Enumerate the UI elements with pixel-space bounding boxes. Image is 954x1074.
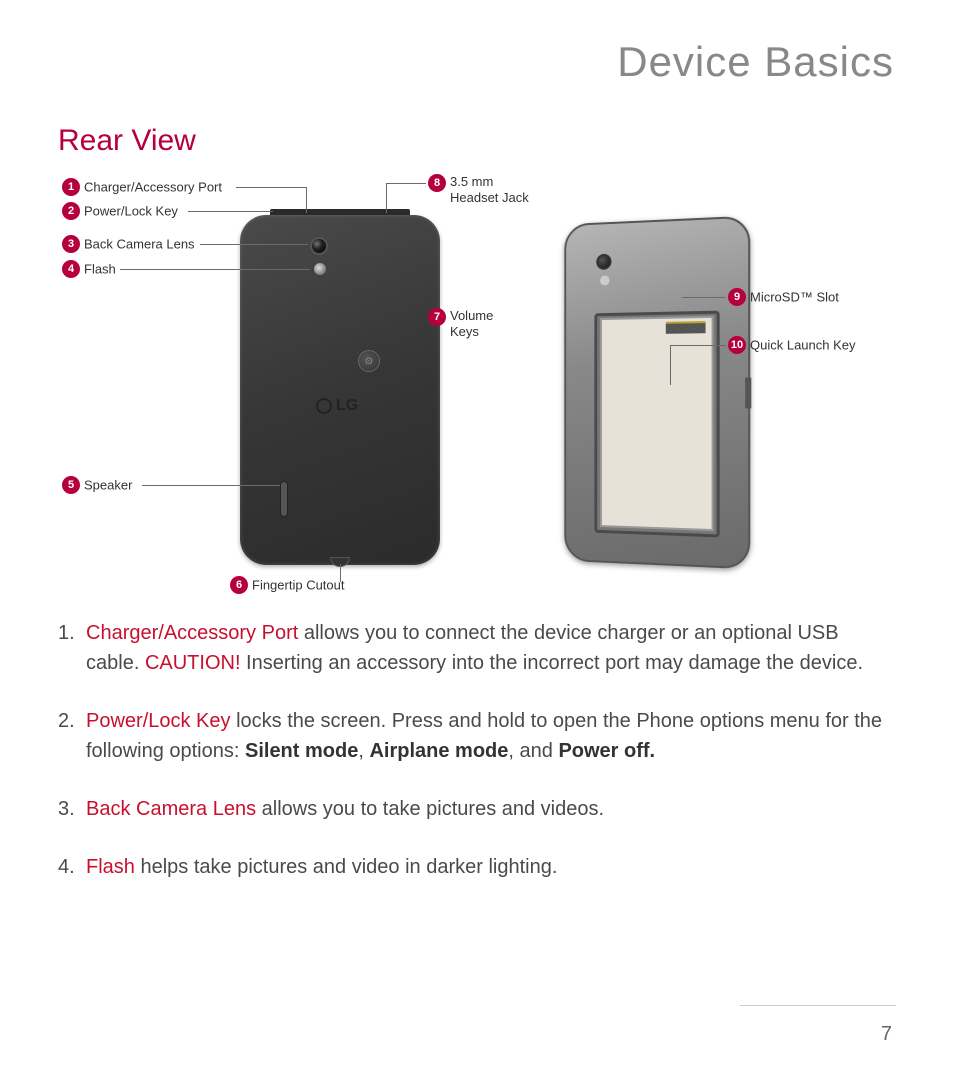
battery-well [600, 316, 714, 531]
callout-power-key: 2 Power/Lock Key [62, 202, 178, 220]
joiner: , and [508, 740, 558, 762]
item-number: 3. [58, 794, 86, 824]
callout-charger-port: 1 Charger/Accessory Port [62, 178, 222, 196]
caution-label: CAUTION! [145, 652, 241, 674]
item-text: Power/Lock Key locks the screen. Press a… [86, 706, 894, 766]
callout-label: VolumeKeys [450, 308, 493, 341]
leader-line [682, 297, 726, 298]
leader-line [670, 345, 726, 346]
leader-line [386, 183, 426, 184]
callout-number-1: 1 [62, 178, 80, 196]
callout-label: Power/Lock Key [84, 204, 178, 219]
callout-number-6: 6 [230, 576, 248, 594]
callout-number-2: 2 [62, 202, 80, 220]
item-text: Back Camera Lens allows you to take pict… [86, 794, 604, 824]
leader-line [386, 183, 387, 213]
callout-label: Fingertip Cutout [252, 578, 345, 593]
item-number: 4. [58, 852, 86, 882]
item-body: helps take pictures and video in darker … [135, 856, 557, 878]
flash-icon [314, 263, 326, 275]
callout-number-10: 10 [728, 336, 746, 354]
item-term: Flash [86, 856, 135, 878]
microsd-slot-icon [666, 321, 706, 334]
item-body: Inserting an accessory into the incorrec… [241, 652, 864, 674]
bold-option: Airplane mode [369, 740, 508, 762]
page-number: 7 [881, 1023, 892, 1046]
callout-number-3: 3 [62, 235, 80, 253]
callout-volume-keys: 7VolumeKeys [428, 308, 493, 341]
description-item-3: 3. Back Camera Lens allows you to take p… [58, 794, 894, 824]
rear-view-diagram: ⊙ LG 1 Charger/Accessory Port 2 Power/Lock… [50, 160, 904, 590]
description-item-2: 2. Power/Lock Key locks the screen. Pres… [58, 706, 894, 766]
description-list: 1. Charger/Accessory Port allows you to … [58, 618, 894, 910]
callout-label: Back Camera Lens [84, 237, 195, 252]
flash-icon [600, 275, 610, 285]
item-number: 2. [58, 706, 86, 766]
callout-quick-launch-key: 10 Quick Launch Key [728, 336, 856, 354]
callout-speaker: 5 Speaker [62, 476, 132, 494]
callout-label: Flash [84, 262, 116, 277]
leader-line [306, 187, 307, 213]
speaker-icon [280, 481, 288, 517]
bold-option: Power off. [558, 740, 655, 762]
callout-headset-jack: 83.5 mmHeadset Jack [428, 174, 529, 207]
leader-line [200, 244, 308, 245]
leader-line [142, 485, 280, 486]
bold-option: Silent mode [245, 740, 358, 762]
joiner: , [358, 740, 369, 762]
callout-number-8: 8 [428, 174, 446, 192]
callout-fingertip-cutout: 6 Fingertip Cutout [230, 576, 345, 594]
item-term: Charger/Accessory Port [86, 622, 298, 644]
leader-line [340, 564, 341, 582]
lg-logo-icon: LG [316, 397, 358, 415]
lg-logo-text: LG [336, 397, 358, 415]
callout-number-5: 5 [62, 476, 80, 494]
leader-line [120, 269, 310, 270]
callout-label: 3.5 mmHeadset Jack [450, 174, 529, 207]
quick-launch-key-icon [745, 378, 751, 409]
callout-microsd-slot: 9 MicroSD™ Slot [728, 288, 839, 306]
callout-label: MicroSD™ Slot [750, 290, 839, 305]
camera-lens-icon [596, 254, 611, 270]
description-item-4: 4. Flash helps take pictures and video i… [58, 852, 894, 882]
leader-line [670, 345, 671, 385]
description-item-1: 1. Charger/Accessory Port allows you to … [58, 618, 894, 678]
callout-label: Charger/Accessory Port [84, 180, 222, 195]
footer-rule [740, 1005, 896, 1006]
phone-rear-illustration: ⊙ LG [240, 215, 440, 565]
callout-camera-lens: 3 Back Camera Lens [62, 235, 195, 253]
item-body: allows you to take pictures and videos. [256, 798, 604, 820]
callout-label: Speaker [84, 478, 132, 493]
item-number: 1. [58, 618, 86, 678]
callout-label: Quick Launch Key [750, 338, 856, 353]
phone-open-illustration [564, 216, 750, 570]
callout-flash: 4 Flash [62, 260, 116, 278]
item-text: Flash helps take pictures and video in d… [86, 852, 557, 882]
leader-line [236, 187, 306, 188]
camera-lens-icon [310, 237, 328, 255]
item-term: Power/Lock Key [86, 710, 231, 732]
page-title: Device Basics [617, 38, 894, 86]
item-text: Charger/Accessory Port allows you to con… [86, 618, 894, 678]
leader-line [188, 211, 273, 212]
section-title: Rear View [58, 124, 196, 158]
callout-number-9: 9 [728, 288, 746, 306]
carrier-logo-icon: ⊙ [358, 350, 380, 372]
item-term: Back Camera Lens [86, 798, 256, 820]
callout-number-4: 4 [62, 260, 80, 278]
callout-number-7: 7 [428, 308, 446, 326]
